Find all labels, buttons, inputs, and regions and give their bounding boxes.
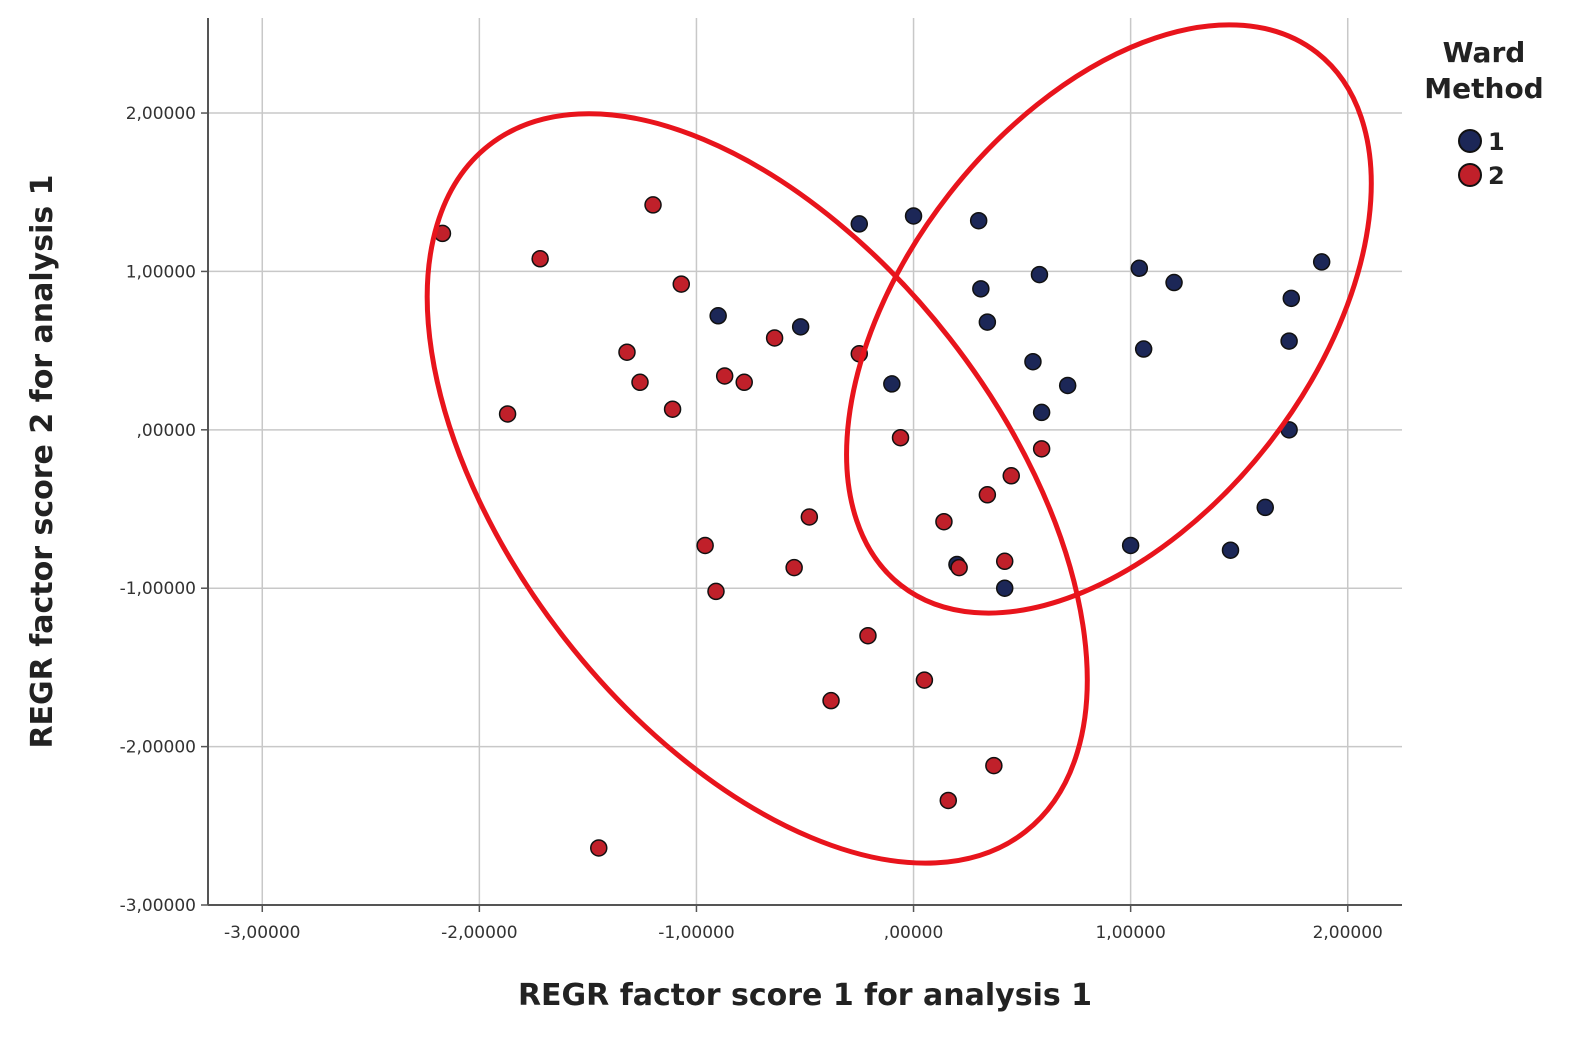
legend-marker-series-2: [1458, 163, 1482, 187]
point-series-1-5: [1165, 273, 1183, 292]
x-tick-label-1: -2,00000: [441, 923, 517, 943]
y-axis-title: REGR factor score 2 for analysis 1: [25, 174, 60, 748]
point-series-2-16: [935, 512, 953, 531]
x-tick-label-4: 1,00000: [1095, 923, 1165, 943]
point-series-1-12: [791, 318, 810, 336]
point-series-1-20: [1121, 536, 1140, 555]
point-series-1-0: [850, 215, 869, 233]
point-series-1-9: [972, 280, 990, 298]
point-series-1-17: [1032, 403, 1051, 422]
point-series-2-7: [498, 405, 517, 423]
data-points: [433, 196, 1331, 857]
point-series-2-4: [618, 343, 636, 361]
point-series-2-6: [663, 400, 682, 418]
cluster-ellipse-1: [424, 111, 1090, 866]
point-series-2-13: [1032, 440, 1051, 458]
point-series-1-19: [1256, 498, 1274, 517]
point-series-2-24: [915, 671, 934, 689]
x-tick-label-5: 2,00000: [1313, 923, 1383, 943]
y-tick-label-4: 1,00000: [126, 262, 196, 282]
point-series-2-1: [531, 250, 549, 268]
point-series-2-19: [800, 508, 819, 526]
point-series-2-23: [859, 626, 877, 645]
point-series-1-1: [904, 207, 923, 225]
x-axis-title: REGR factor score 1 for analysis 1: [518, 978, 1092, 1013]
point-series-2-8: [715, 367, 734, 385]
x-tick-label-3: ,00000: [884, 923, 943, 943]
y-tick-label-5: 2,00000: [126, 104, 196, 124]
cluster-ellipse-2: [844, 22, 1374, 616]
point-series-2-17: [995, 552, 1014, 571]
x-tick-label-0: -3,00000: [224, 923, 300, 943]
y-tick-label-2: -1,00000: [120, 579, 196, 599]
point-series-2-15: [978, 486, 997, 504]
point-series-1-3: [1030, 265, 1049, 284]
axes: [207, 18, 1402, 906]
legend-label-series-1: 1: [1488, 128, 1505, 156]
point-series-1-22: [995, 579, 1014, 597]
legend-marker-series-1: [1458, 129, 1482, 153]
point-series-2-21: [696, 536, 714, 555]
grid-lines: [208, 18, 1402, 906]
point-series-1-4: [1130, 259, 1149, 278]
y-tick-label-1: -2,00000: [120, 738, 196, 758]
point-series-2-20: [785, 558, 803, 577]
legend-title-line-2: Method: [1424, 72, 1543, 105]
legend-label-series-2: 2: [1488, 162, 1505, 190]
y-tick-label-3: ,00000: [137, 421, 196, 441]
point-series-2-27: [939, 791, 958, 810]
point-series-2-14: [1002, 467, 1020, 485]
legend: Ward Method 1 2: [1424, 36, 1543, 190]
point-series-2-3: [672, 275, 691, 293]
point-series-2-9: [735, 373, 753, 392]
point-series-2-2: [644, 196, 662, 214]
point-series-1-15: [1058, 376, 1077, 395]
point-series-1-6: [1312, 253, 1331, 271]
y-tick-labels: -3,00000 -2,00000 -1,00000 ,00000 1,00000 2,0…: [120, 104, 208, 916]
point-series-1-8: [1280, 332, 1298, 350]
y-tick-label-0: -3,00000: [120, 896, 196, 916]
point-series-2-22: [707, 582, 725, 601]
point-series-2-28: [590, 839, 608, 857]
point-series-1-7: [1282, 289, 1301, 308]
point-series-1-14: [1024, 352, 1042, 371]
point-series-1-13: [883, 375, 901, 393]
point-series-1-16: [1134, 340, 1153, 358]
point-series-1-21: [1221, 541, 1240, 559]
point-series-1-2: [969, 211, 988, 230]
legend-title-line-1: Ward: [1443, 36, 1526, 69]
x-tick-label-2: -1,00000: [658, 923, 734, 943]
cluster-ellipses: [424, 22, 1374, 866]
point-series-1-10: [978, 313, 997, 331]
point-series-2-5: [631, 373, 649, 392]
point-series-2-25: [822, 691, 840, 710]
point-series-2-26: [985, 756, 1003, 775]
x-tick-labels: -3,00000 -2,00000 -1,00000 ,00000 1,00000 2,0…: [224, 905, 1383, 943]
point-series-2-18: [950, 558, 968, 577]
point-series-2-12: [891, 428, 910, 447]
point-series-2-10: [765, 329, 784, 347]
point-series-1-11: [709, 307, 727, 325]
